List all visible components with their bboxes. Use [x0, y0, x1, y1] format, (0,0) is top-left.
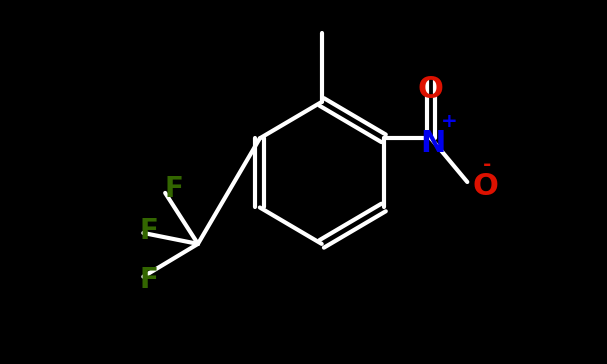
Text: F: F	[164, 175, 183, 202]
Text: F: F	[140, 217, 158, 245]
Text: F: F	[140, 266, 158, 294]
Text: N: N	[420, 129, 446, 158]
Text: +: +	[441, 112, 458, 131]
Text: O: O	[418, 75, 444, 104]
Text: -: -	[483, 155, 491, 174]
Text: O: O	[473, 172, 498, 201]
